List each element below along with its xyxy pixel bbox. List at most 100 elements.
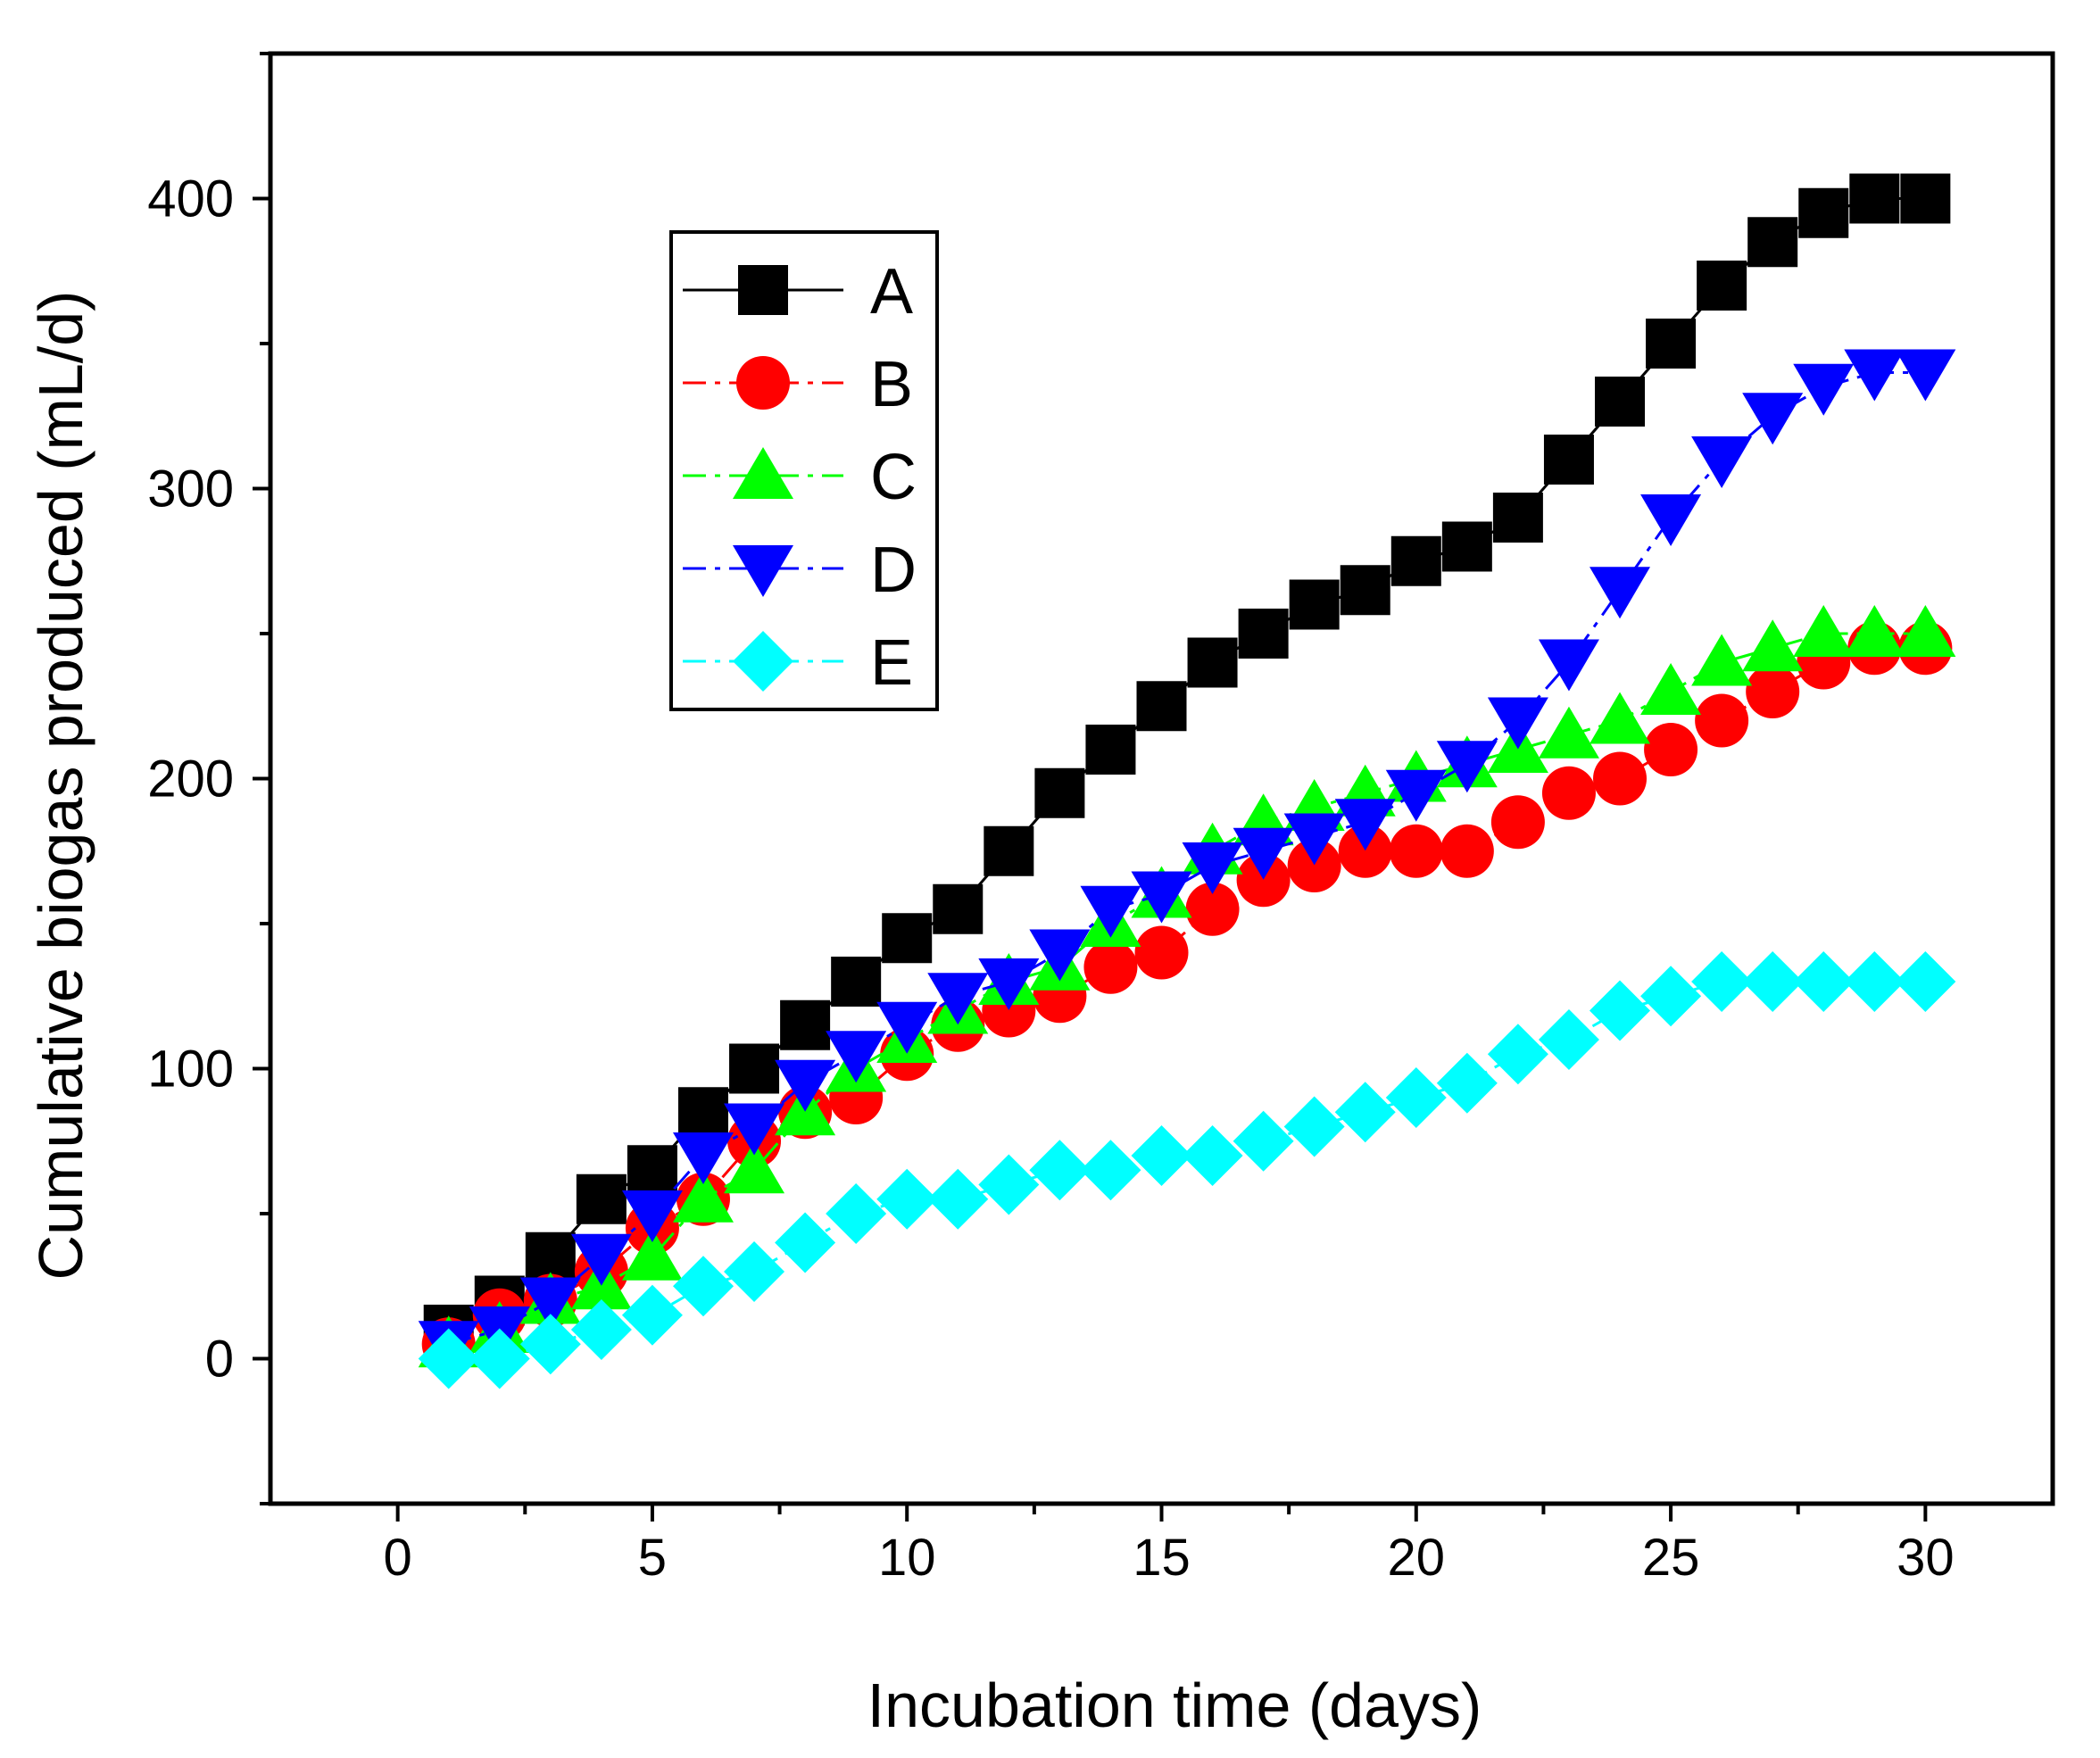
data-point bbox=[1083, 940, 1138, 994]
data-point bbox=[1746, 665, 1800, 718]
series-line bbox=[448, 371, 1926, 1346]
legend-label: E bbox=[870, 627, 913, 699]
data-point bbox=[672, 1170, 734, 1223]
data-point bbox=[724, 1241, 785, 1302]
legend-label: D bbox=[870, 535, 917, 606]
data-point bbox=[1844, 349, 1905, 402]
data-point bbox=[1538, 1009, 1599, 1070]
data-point bbox=[1640, 663, 1702, 715]
data-point bbox=[1900, 173, 1951, 224]
data-point bbox=[627, 1145, 677, 1196]
legend-marker bbox=[733, 631, 793, 692]
data-point bbox=[933, 883, 984, 934]
data-point bbox=[1793, 363, 1855, 416]
data-point bbox=[1436, 1052, 1498, 1114]
data-point bbox=[1289, 579, 1340, 630]
data-point bbox=[1080, 885, 1141, 938]
data-point bbox=[1389, 824, 1443, 878]
data-point bbox=[1085, 725, 1136, 775]
data-point bbox=[1334, 799, 1396, 851]
data-point bbox=[1895, 951, 1956, 1012]
data-point bbox=[1849, 173, 1900, 224]
data-point bbox=[1798, 187, 1849, 238]
data-point bbox=[1640, 494, 1702, 546]
data-point bbox=[1844, 605, 1905, 657]
data-point bbox=[1691, 951, 1753, 1012]
data-point bbox=[1233, 827, 1294, 880]
data-point bbox=[775, 1059, 836, 1112]
data-point bbox=[826, 1183, 887, 1244]
x-axis-title: Incubation time (days) bbox=[867, 1671, 1482, 1740]
data-point bbox=[519, 1277, 581, 1330]
data-point bbox=[1697, 261, 1747, 311]
data-point bbox=[1182, 842, 1243, 894]
y-tick-label: 100 bbox=[147, 1041, 234, 1099]
data-point bbox=[1287, 839, 1341, 892]
series-A bbox=[423, 173, 1951, 1355]
data-point bbox=[1895, 605, 1956, 657]
x-tick-label: 25 bbox=[1642, 1529, 1700, 1587]
legend-label: A bbox=[870, 256, 913, 328]
data-point bbox=[519, 1314, 581, 1375]
data-point bbox=[780, 999, 831, 1050]
legend-label: C bbox=[870, 442, 917, 513]
series-layer bbox=[418, 173, 1956, 1389]
data-point bbox=[978, 1154, 1040, 1215]
data-point bbox=[1541, 766, 1596, 820]
data-point bbox=[1593, 751, 1648, 806]
data-point bbox=[831, 957, 882, 1007]
legend-entry: A bbox=[683, 256, 913, 328]
data-point bbox=[1747, 217, 1798, 268]
data-point bbox=[1440, 824, 1494, 878]
data-point bbox=[1385, 769, 1447, 822]
x-tick-label: 10 bbox=[878, 1529, 936, 1587]
data-point bbox=[1691, 634, 1753, 686]
data-point bbox=[570, 1233, 632, 1286]
y-axis-title: Cumulative biogas produced (mL/d) bbox=[26, 291, 95, 1281]
data-point bbox=[984, 825, 1034, 876]
x-tick-label: 15 bbox=[1133, 1529, 1191, 1587]
data-point bbox=[1029, 929, 1091, 982]
legend-entry: D bbox=[683, 535, 917, 606]
data-point bbox=[1487, 697, 1548, 750]
data-point bbox=[1182, 1125, 1243, 1186]
data-point bbox=[672, 1256, 734, 1317]
data-point bbox=[1742, 619, 1804, 672]
data-point bbox=[1340, 565, 1390, 616]
data-point bbox=[1029, 1140, 1091, 1201]
x-tick-label: 5 bbox=[638, 1529, 667, 1587]
data-point bbox=[570, 1299, 632, 1360]
data-point bbox=[1844, 951, 1905, 1012]
data-point bbox=[621, 1284, 683, 1346]
data-point bbox=[1590, 567, 1651, 619]
data-point bbox=[1080, 1140, 1141, 1201]
data-point bbox=[1595, 377, 1646, 427]
legend-label: B bbox=[870, 349, 913, 420]
data-point bbox=[724, 1141, 785, 1194]
data-point bbox=[1441, 521, 1492, 572]
legend-entry: C bbox=[683, 442, 917, 513]
data-point bbox=[1590, 692, 1651, 744]
legend-marker bbox=[733, 447, 793, 499]
y-tick-label: 400 bbox=[147, 170, 234, 228]
data-point bbox=[1283, 813, 1345, 866]
data-point bbox=[1492, 493, 1543, 543]
data-point bbox=[1742, 951, 1804, 1012]
data-point bbox=[1895, 349, 1956, 402]
data-point bbox=[826, 1031, 887, 1083]
data-point bbox=[1131, 871, 1192, 924]
data-point bbox=[1390, 535, 1441, 586]
data-point bbox=[927, 973, 989, 1025]
y-tick-label: 200 bbox=[147, 750, 234, 809]
data-point bbox=[978, 958, 1040, 1010]
data-point bbox=[1236, 853, 1291, 908]
data-point bbox=[1691, 436, 1753, 488]
legend-marker bbox=[733, 545, 793, 597]
data-point bbox=[876, 1001, 938, 1054]
data-point bbox=[1034, 767, 1085, 818]
data-point bbox=[1436, 741, 1498, 793]
data-point bbox=[1543, 435, 1594, 485]
data-point bbox=[1695, 693, 1749, 748]
